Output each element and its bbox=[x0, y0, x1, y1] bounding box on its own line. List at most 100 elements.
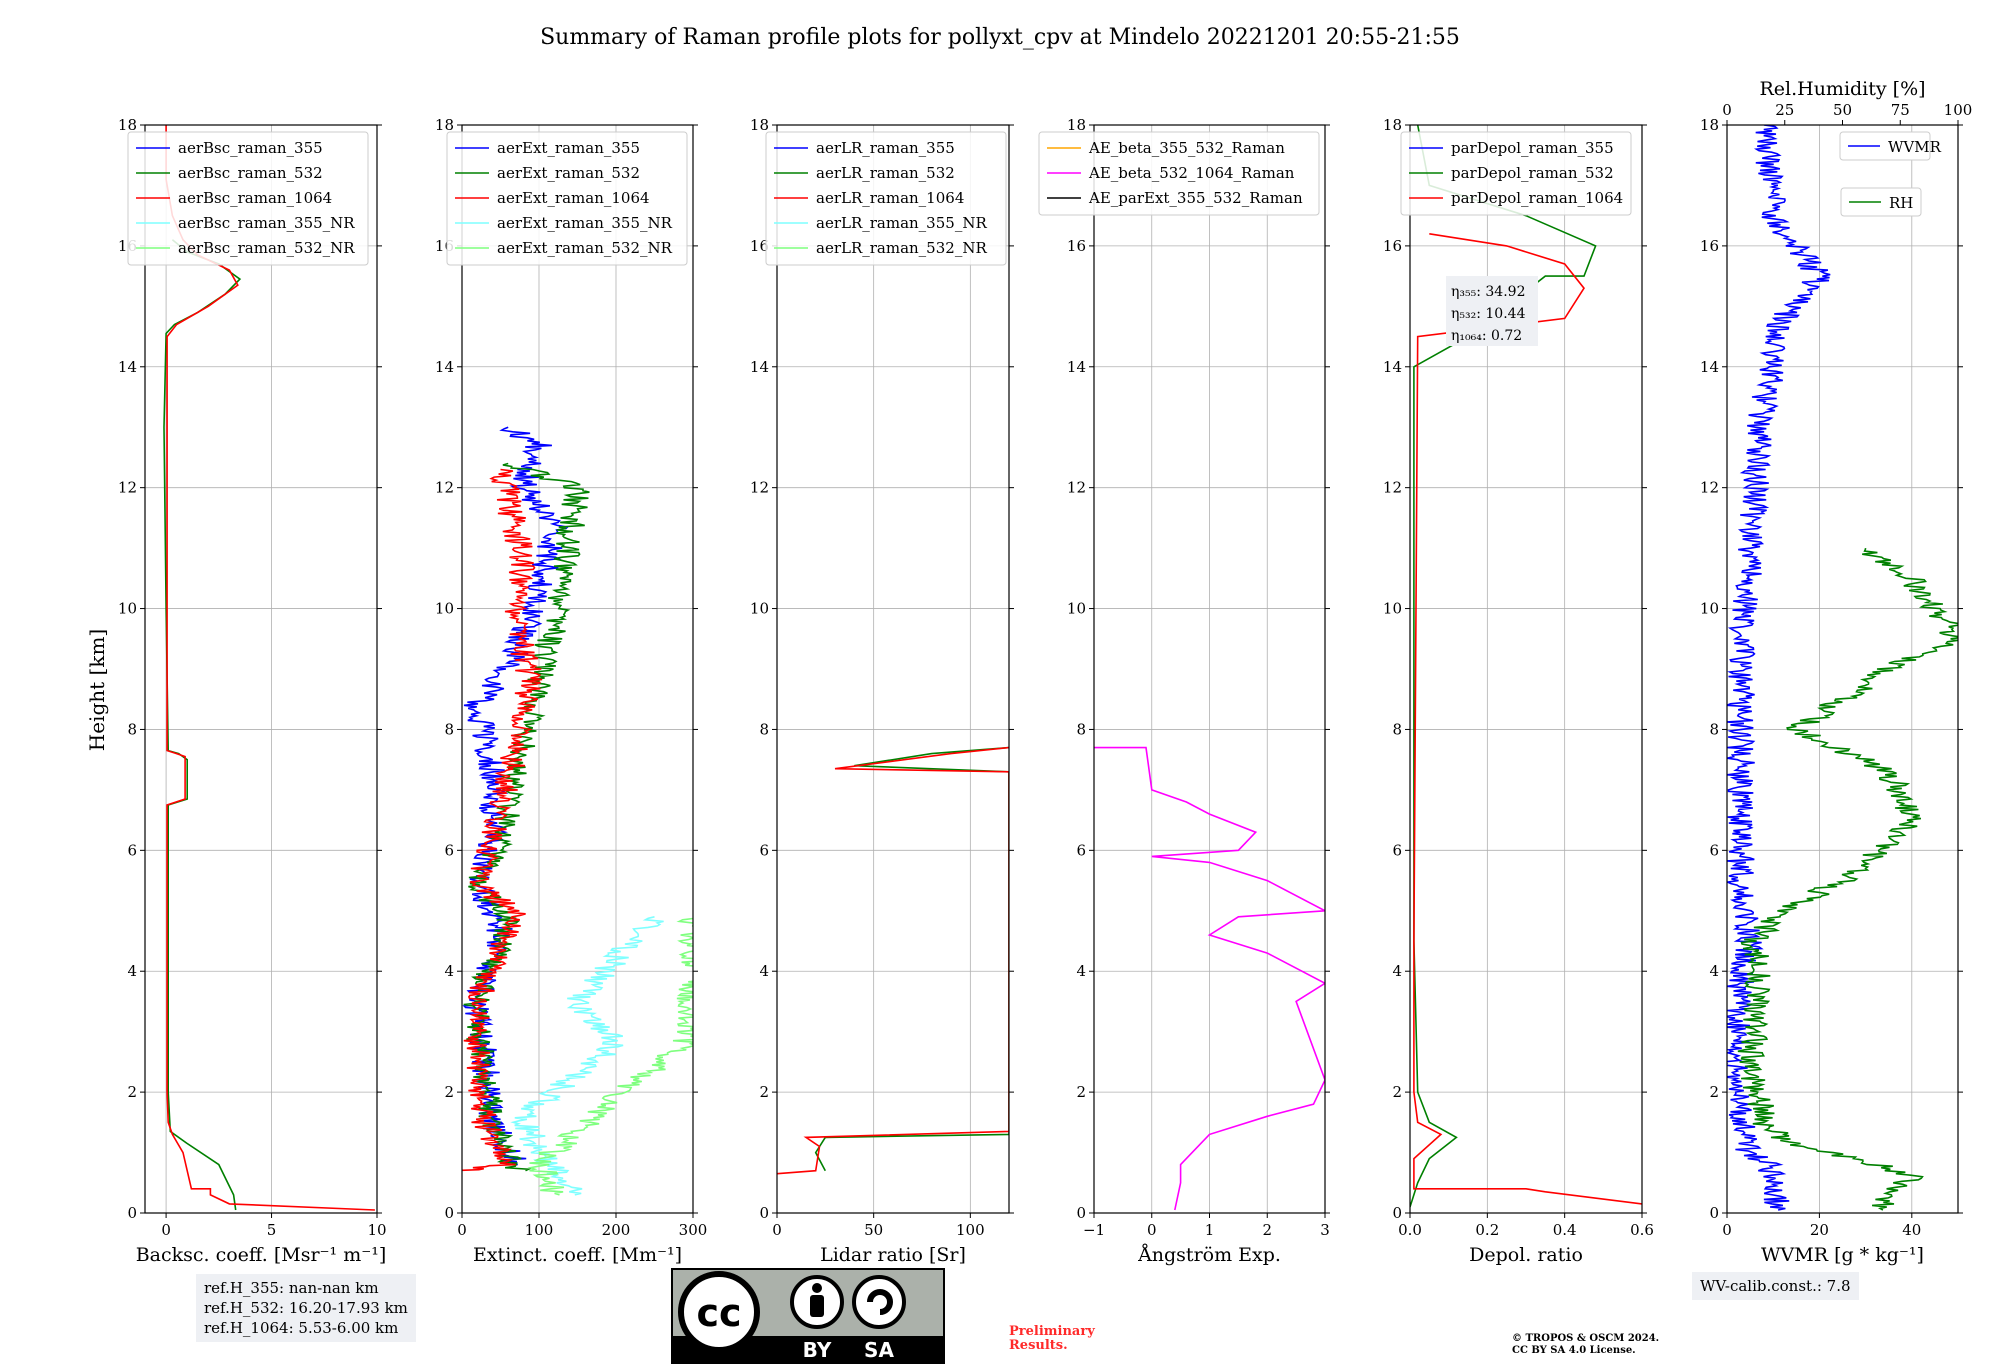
lr-ytick-label: 4 bbox=[759, 962, 769, 980]
depol-ytick-label: 6 bbox=[1392, 841, 1402, 859]
depol-panel: 0 2 4 6 8 10 12 14 16 18 0.0 0.2 0.4 0.6 Depol. ratio p… bbox=[1383, 116, 1654, 1266]
lr-legend-label: aerLR_raman_532_NR bbox=[816, 239, 987, 257]
bsc-legend-label: aerBsc_raman_355 bbox=[178, 139, 323, 157]
bsc-xtick-label: 10 bbox=[367, 1221, 386, 1239]
ext-legend-label: aerExt_raman_532_NR bbox=[497, 239, 673, 257]
bsc-ytick-label: 10 bbox=[118, 600, 137, 618]
ang-legend-label: AE_beta_355_532_Raman bbox=[1088, 139, 1285, 157]
lr-xtick-label: 100 bbox=[956, 1221, 985, 1239]
cc-sa-label: SA bbox=[864, 1338, 894, 1362]
copyright-line-2: CC BY SA 4.0 License. bbox=[1512, 1345, 1636, 1356]
lr-ytick-label: 14 bbox=[750, 358, 769, 376]
depol-xtick-label: 0.6 bbox=[1630, 1221, 1654, 1239]
wv-xtick-label: 20 bbox=[1810, 1221, 1829, 1239]
wv-legend: WVMR RH bbox=[1839, 131, 1942, 217]
lr-ytick-label: 0 bbox=[759, 1204, 769, 1222]
ext-ytick-label: 0 bbox=[444, 1204, 454, 1222]
wv-legend-box-1 bbox=[1839, 131, 1931, 161]
ang-ytick-label: 8 bbox=[1076, 720, 1086, 738]
wv-top-xtick-label: 25 bbox=[1775, 101, 1794, 119]
ext-ytick-label: 4 bbox=[444, 962, 454, 980]
bsc-legend-label: aerBsc_raman_532_NR bbox=[178, 239, 355, 257]
ext-legend-label: aerExt_raman_355 bbox=[497, 139, 640, 157]
preliminary-note: Preliminary Results. bbox=[1009, 1325, 1129, 1353]
depol-eta-value: η₃₅₅: 34.92 bbox=[1451, 284, 1525, 300]
lr-xtick-label: 0 bbox=[772, 1221, 782, 1239]
lr-frame bbox=[776, 124, 1010, 1214]
bsc-legend-label: aerBsc_raman_532 bbox=[178, 164, 323, 182]
ext-xlabel: Extinct. coeff. [Mm⁻¹] bbox=[473, 1244, 682, 1266]
wv-top-xtick-label: 100 bbox=[1944, 101, 1973, 119]
cc-by-sa-logo: cc BY SA bbox=[671, 1268, 945, 1364]
bsc-legend-label: aerBsc_raman_1064 bbox=[178, 189, 332, 207]
lr-ytick-label: 6 bbox=[759, 841, 769, 859]
wv-calib-text: WV-calib.const.: 7.8 bbox=[1700, 1277, 1851, 1295]
ext-legend-label: aerExt_raman_1064 bbox=[497, 189, 650, 207]
wv-top-xtick-label: 0 bbox=[1722, 101, 1732, 119]
ext-ytick-label: 18 bbox=[435, 116, 454, 134]
ext-frame bbox=[461, 124, 694, 1214]
wv-legend-label-rh: RH bbox=[1889, 194, 1913, 212]
ext-series-aerext-raman-355-nr bbox=[510, 916, 664, 1196]
lr-legend-label: aerLR_raman_355_NR bbox=[816, 214, 987, 232]
ref-heights-box: ref.H_355: nan-nan km ref.H_532: 16.20-1… bbox=[196, 1274, 416, 1342]
ang-ytick-label: 2 bbox=[1076, 1083, 1086, 1101]
wv-top-xtick-label: 75 bbox=[1891, 101, 1910, 119]
depol-series-group bbox=[1410, 125, 1642, 1208]
depol-ytick-label: 10 bbox=[1383, 600, 1402, 618]
wv-ytick-label: 0 bbox=[1709, 1204, 1719, 1222]
depol-eta-value: η₅₃₂: 10.44 bbox=[1451, 306, 1526, 322]
bsc-ytick-label: 14 bbox=[118, 358, 137, 376]
ext-ytick-label: 8 bbox=[444, 720, 454, 738]
depol-series-pardepol-raman-532 bbox=[1410, 125, 1597, 1208]
ext-ytick-label: 14 bbox=[435, 358, 454, 376]
depol-ytick-label: 12 bbox=[1383, 479, 1402, 497]
ref-height-355: ref.H_355: nan-nan km bbox=[204, 1279, 379, 1297]
ang-ytick-label: 16 bbox=[1067, 237, 1086, 255]
ext-xtick-label: 300 bbox=[679, 1221, 708, 1239]
depol-ytick-label: 0 bbox=[1392, 1204, 1402, 1222]
ang-legend-box bbox=[1038, 131, 1320, 216]
depol-ytick-label: 4 bbox=[1392, 962, 1402, 980]
bsc-ytick-label: 0 bbox=[127, 1204, 137, 1222]
lr-plot-area bbox=[777, 125, 1009, 1213]
lr-panel: 0 2 4 6 8 10 12 14 16 18 0 50 100 Lidar ratio [Sr] aer… bbox=[750, 116, 1014, 1266]
wv-ytick-label: 12 bbox=[1700, 479, 1719, 497]
ext-legend-label: aerExt_raman_355_NR bbox=[497, 214, 673, 232]
depol-xtick-label: 0.4 bbox=[1553, 1221, 1577, 1239]
depol-eta-value: η₁₀₆₄: 0.72 bbox=[1451, 328, 1522, 344]
wv-series-rh bbox=[1737, 547, 1958, 1211]
bsc-plot-area bbox=[145, 125, 377, 1213]
ext-ytick-label: 10 bbox=[435, 600, 454, 618]
wv-top-xtick-label: 50 bbox=[1833, 101, 1852, 119]
ang-xtick-label: 3 bbox=[1320, 1221, 1330, 1239]
wv-ytick-label: 8 bbox=[1709, 720, 1719, 738]
ext-xtick-label: 200 bbox=[602, 1221, 631, 1239]
depol-ytick-label: 2 bbox=[1392, 1083, 1402, 1101]
ext-ytick-label: 12 bbox=[435, 479, 454, 497]
ang-ytick-label: 4 bbox=[1076, 962, 1086, 980]
depol-legend-label: parDepol_raman_532 bbox=[1451, 164, 1614, 182]
wv-xlabel: WVMR [g * kg⁻¹] bbox=[1761, 1244, 1924, 1266]
ang-frame bbox=[1093, 124, 1326, 1214]
ext-legend-box bbox=[446, 131, 688, 266]
wv-calib-box: WV-calib.const.: 7.8 bbox=[1692, 1272, 1859, 1300]
bsc-legend-label: aerBsc_raman_355_NR bbox=[178, 214, 355, 232]
depol-series-pardepol-raman-1064 bbox=[1413, 233, 1642, 1205]
by-person-icon bbox=[812, 1283, 822, 1293]
bsc-frame bbox=[144, 124, 378, 1214]
bsc-xtick-label: 0 bbox=[161, 1221, 171, 1239]
bsc-ytick-label: 6 bbox=[127, 841, 137, 859]
wv-series-group bbox=[1727, 125, 1958, 1211]
depol-eta-box: η₃₅₅: 34.92 η₅₃₂: 10.44 η₁₀₆₄: 0.72 bbox=[1446, 276, 1538, 346]
depol-legend: parDepol_raman_355 parDepol_raman_532 parD… bbox=[1400, 131, 1632, 216]
lr-ytick-label: 2 bbox=[759, 1083, 769, 1101]
lr-ytick-label: 8 bbox=[759, 720, 769, 738]
depol-ytick-label: 14 bbox=[1383, 358, 1402, 376]
ang-xtick-label: −1 bbox=[1083, 1221, 1105, 1239]
ext-series-aerext-raman-532-nr bbox=[527, 916, 693, 1196]
